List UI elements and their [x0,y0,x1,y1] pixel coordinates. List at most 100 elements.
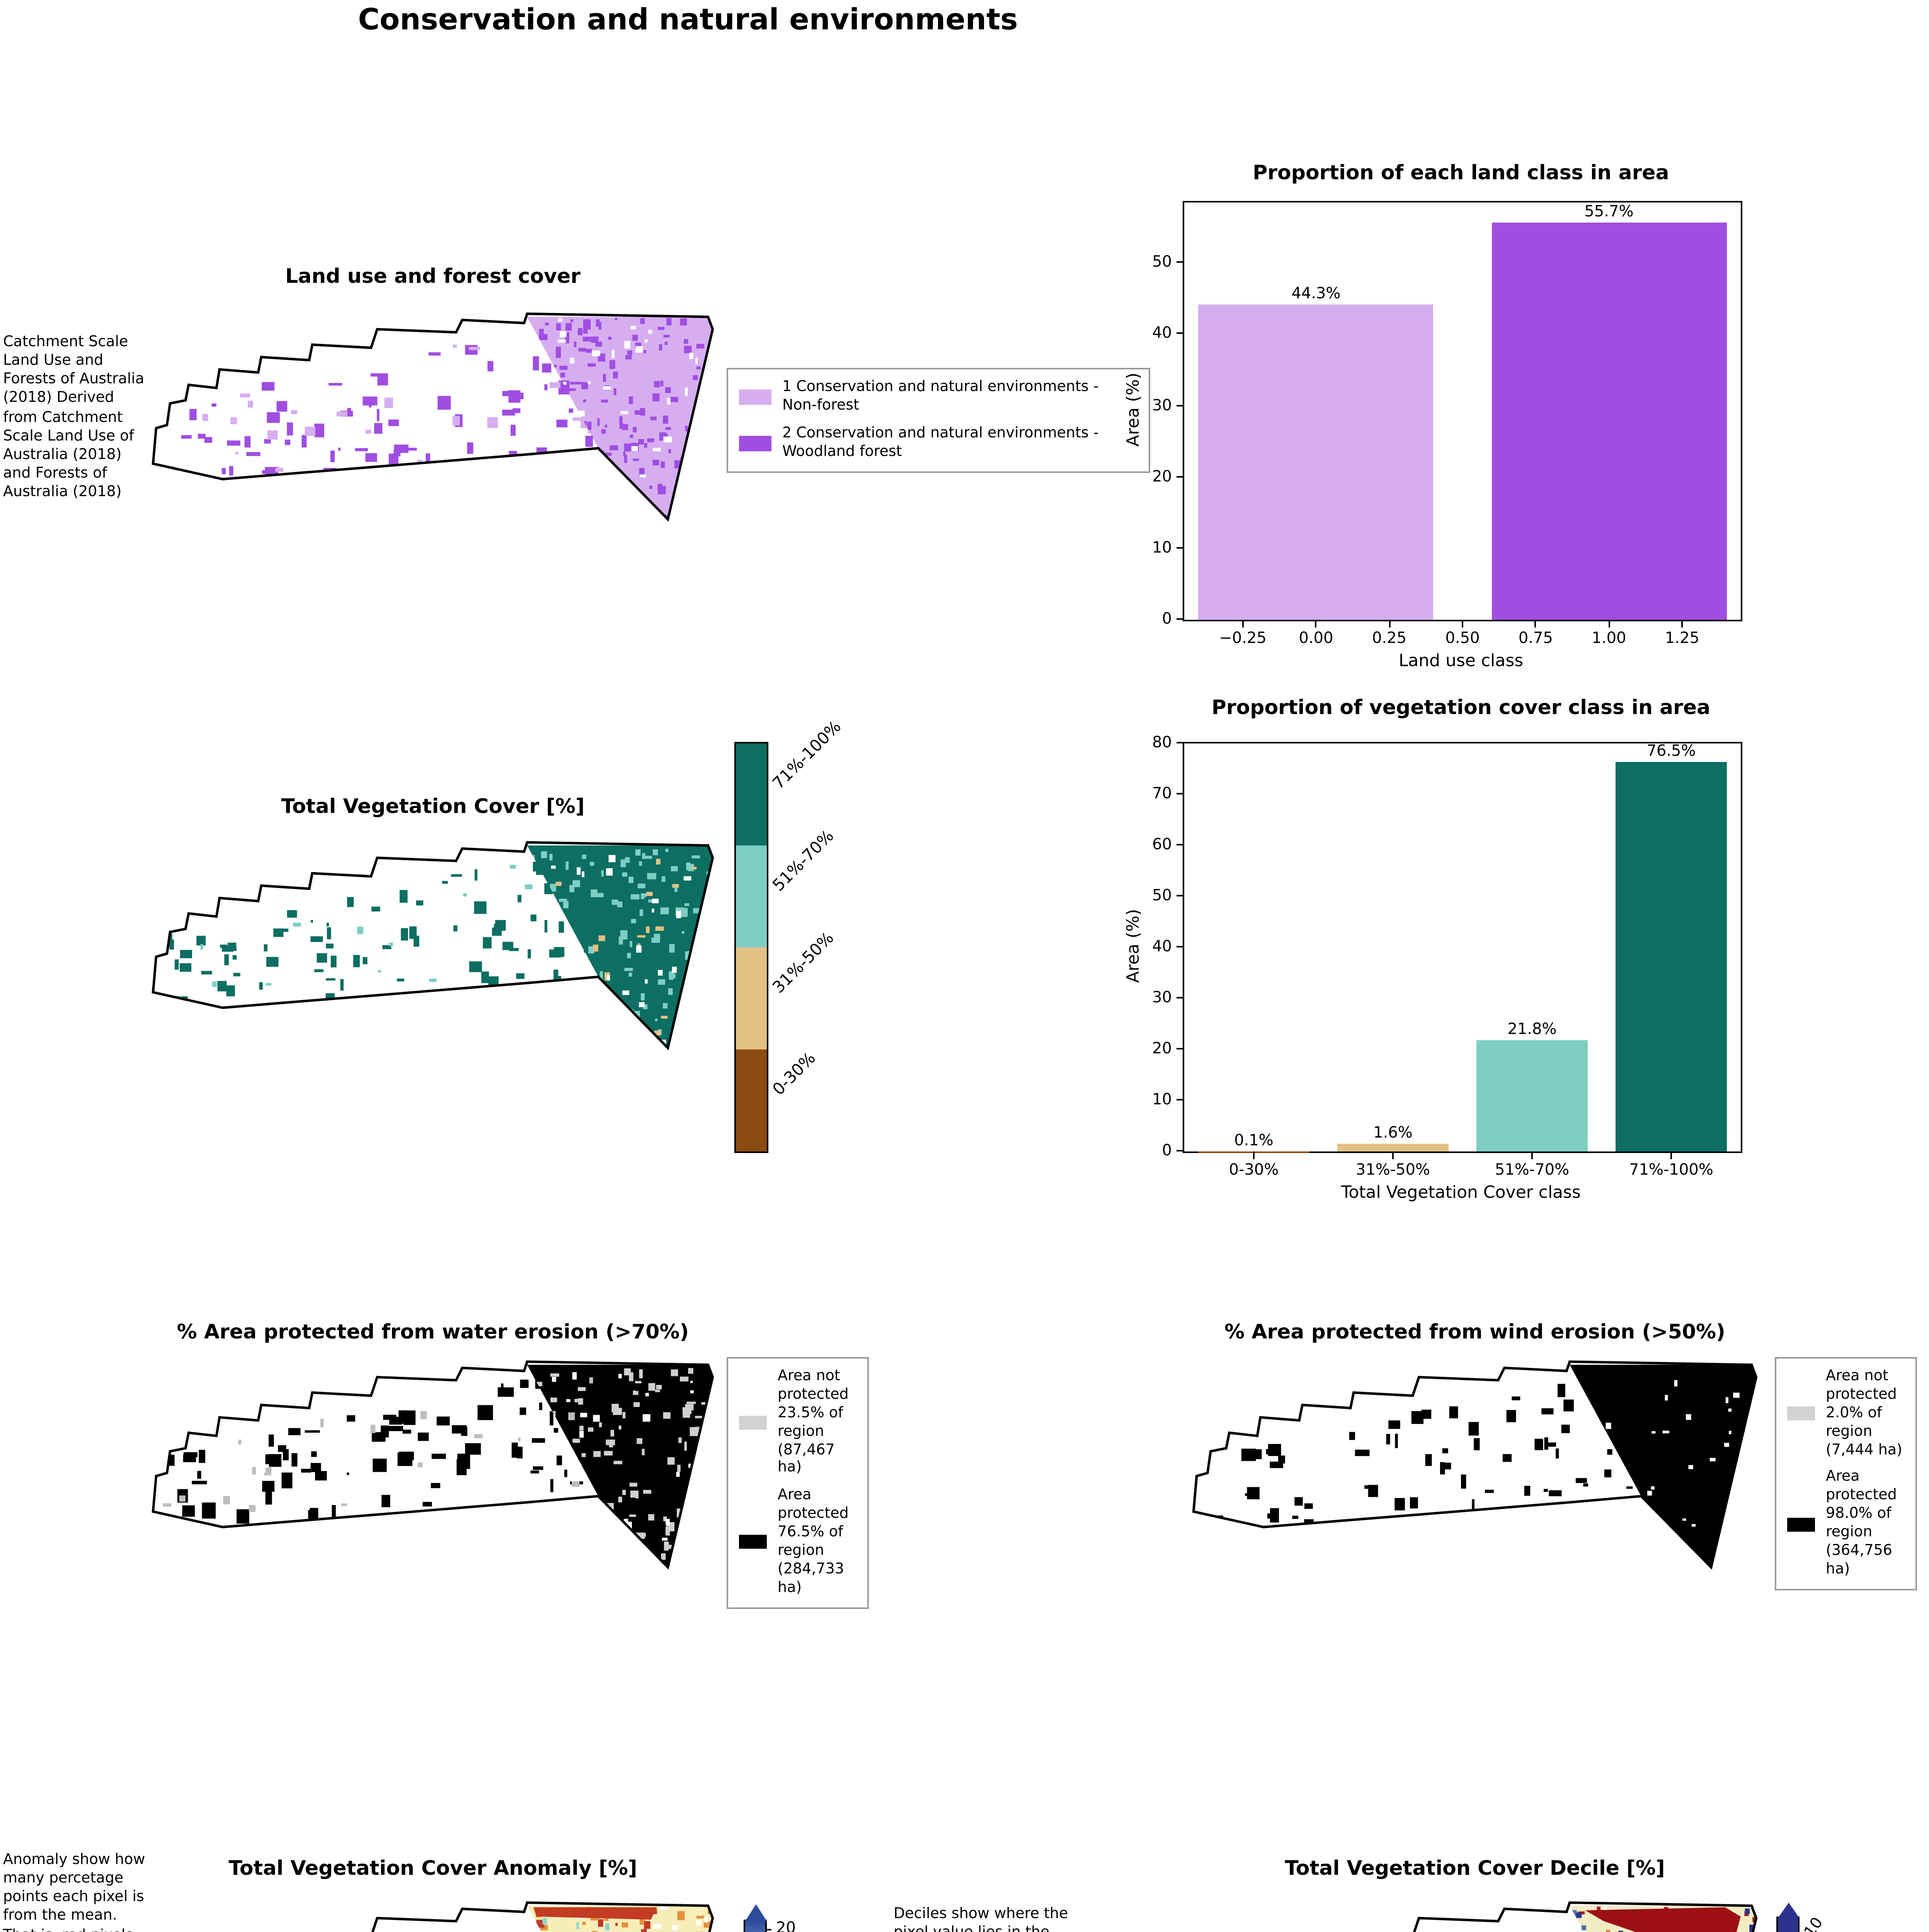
y-tick [1176,895,1184,896]
legend-label: Area not protected 23.5% of region (87,4… [778,1368,849,1477]
decile-map-title: Total Vegetation Cover Decile [%] [1285,1858,1665,1881]
y-tick [1176,1099,1184,1100]
not-protected-swatch [739,1416,767,1430]
y-tick-label: 40 [1152,326,1172,343]
y-tick [1176,1048,1184,1049]
veg-class-chart-ylabel: Area (%) [1123,909,1143,983]
x-tick-label: 0-30% [1229,1162,1279,1179]
woodland-forest-swatch [739,435,771,451]
land-use-map-title: Land use and forest cover [285,266,581,289]
anomaly-colorbar: 20100−10−20 [744,1904,796,1932]
land-use-caption: Catchment Scale Land Use and Forests of … [3,334,145,501]
y-tick [1176,844,1184,845]
x-tick [1242,620,1244,628]
x-tick-label: 71%-100% [1629,1162,1713,1179]
bar-value-label: 21.8% [1507,1022,1557,1039]
legend-label: Area not protected 2.0% of region (7,444… [1826,1368,1902,1458]
bar-value-label: 55.7% [1584,204,1634,221]
y-tick-label: 30 [1152,990,1172,1007]
colorbar-label: 0-30% [770,1049,820,1099]
x-tick [1608,620,1610,628]
veg-cover-map [152,841,714,1051]
x-tick [1531,1151,1533,1159]
y-tick [1176,1150,1184,1151]
legend-label: 2 Conservation and natural environments … [782,425,1099,460]
veg-class-bar-chart: 0.1% 1.6% 21.8% 76.5% 0 10 20 30 40 50 60 70 80 0-30%… [1152,735,1742,1179]
non-forest-swatch [739,389,771,405]
land-class-chart-ylabel: Area (%) [1123,372,1143,447]
y-tick [1176,333,1184,335]
y-tick-label: 10 [1152,540,1172,557]
x-tick [1462,620,1463,628]
y-tick [1176,404,1184,406]
protected-swatch [1787,1517,1815,1531]
x-tick-label: −0.25 [1219,631,1267,648]
protected-swatch [739,1535,767,1549]
y-tick-label: 60 [1152,837,1172,854]
x-tick [1388,620,1390,628]
land-class-chart-title: Proportion of each land class in area [1253,162,1669,185]
x-tick-label: 0.75 [1518,631,1553,648]
x-tick-label: 0.25 [1372,631,1407,648]
colorbar-top-cap [1777,1903,1799,1918]
land-use-legend: 1 Conservation and natural environments … [727,368,1150,472]
anomaly-caption: Anomaly show how many percetage points e… [3,1852,145,1932]
y-tick [1176,997,1184,998]
bar-value-label: 76.5% [1646,743,1696,760]
colorbar-segment [736,743,767,845]
y-tick-label: 50 [1152,888,1172,905]
legend-item: Area not protected 2.0% of region (7,444… [1787,1368,1905,1460]
bar-1 [1491,222,1726,620]
page-title: Conservation and natural environments [358,3,1018,37]
y-tick [1176,261,1184,263]
decile-caption: Deciles show where the pixel value lies … [894,1906,1068,1932]
y-tick [1176,475,1184,477]
colorbar-segment [736,947,767,1049]
x-tick [1681,620,1683,628]
bar-0 [1199,304,1434,620]
colorbar-top-cap [744,1904,766,1921]
bar-value-label: 0.1% [1234,1132,1274,1150]
y-tick-label: 30 [1152,397,1172,415]
y-tick-label: 40 [1152,939,1172,956]
colorbar-tick [765,1928,771,1930]
y-tick [1176,946,1184,947]
land-class-chart-xlabel: Land use class [1398,651,1524,671]
legend-label: 1 Conservation and natural environments … [782,379,1099,414]
legend-item: Area protected 76.5% of region (284,733 … [739,1487,856,1597]
veg-class-chart-xlabel: Total Vegetation Cover class [1341,1182,1581,1202]
x-tick-label: 51%-70% [1495,1162,1570,1179]
bar-3 [1616,761,1727,1151]
legend-item: 2 Conservation and natural environments … [739,425,1138,461]
x-tick-label: 0.50 [1445,631,1480,648]
y-tick [1176,793,1184,794]
legend-label: Area protected 76.5% of region (284,733 … [778,1487,849,1596]
y-tick [1176,742,1184,743]
anomaly-map-title: Total Vegetation Cover Anomaly [%] [228,1858,637,1881]
wind-erosion-legend: Area not protected 2.0% of region (7,444… [1775,1357,1917,1590]
x-tick-label: 1.00 [1592,631,1626,648]
y-tick-label: 0 [1162,1143,1172,1160]
x-tick [1253,1151,1255,1159]
x-tick-label: 0.00 [1299,631,1333,648]
legend-item: Area protected 98.0% of region (364,756 … [1787,1469,1905,1579]
bar-2 [1476,1040,1588,1151]
decile-colorbar: 108-94-72-31 [1776,1903,1827,1932]
y-tick-label: 70 [1152,786,1172,803]
y-tick-label: 10 [1152,1092,1172,1109]
legend-item: Area not protected 23.5% of region (87,4… [739,1368,856,1478]
wind-erosion-map-title: % Area protected from wind erosion (>50%… [1224,1321,1725,1345]
x-tick-label: 31%-50% [1355,1162,1430,1179]
colorbar-label: 31%-50% [770,929,838,997]
land-use-map [152,312,714,522]
colorbar-label: 51%-70% [770,827,838,895]
land-class-bar-chart: 44.3% 55.7% 0 10 20 30 40 50 −0.25 0.00 0.25 0.50 0.… [1152,201,1742,648]
bar-1 [1337,1143,1449,1151]
water-erosion-legend: Area not protected 23.5% of region (87,4… [727,1357,869,1608]
y-tick-label: 0 [1162,611,1172,628]
y-tick-label: 80 [1152,735,1172,752]
colorbar-segment [1778,1918,1798,1932]
legend-label: Area protected 98.0% of region (364,756 … [1826,1469,1897,1578]
